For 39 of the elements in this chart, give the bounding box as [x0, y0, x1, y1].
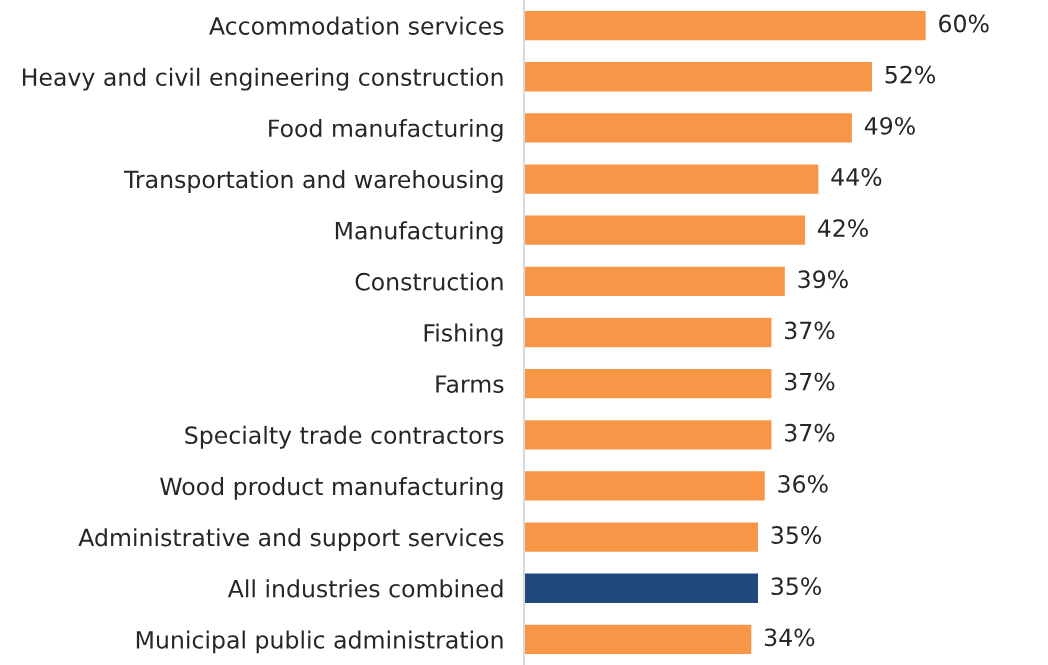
data-label: 42%	[817, 219, 868, 238]
y-tick-label: Specialty trade contractors	[185, 425, 504, 449]
bar	[524, 214, 807, 247]
y-tick-label: Heavy and civil engineering construction	[22, 67, 503, 91]
bar	[524, 572, 760, 605]
bar	[524, 60, 874, 93]
y-tick-label: Fishing	[424, 323, 503, 347]
bar	[524, 316, 773, 349]
y-tick-label: Farms	[436, 375, 504, 393]
bar	[524, 9, 928, 42]
data-label: 34%	[764, 628, 815, 647]
data-label: 35%	[771, 526, 821, 544]
data-label: 37%	[785, 372, 835, 391]
bar	[524, 111, 854, 144]
y-tick-label: Accommodation services	[209, 16, 504, 35]
bar	[524, 469, 767, 503]
bar	[524, 418, 773, 451]
data-label: 37%	[785, 423, 835, 442]
data-label: 39%	[798, 270, 848, 289]
y-tick-label: Municipal public administration	[136, 630, 503, 654]
bar	[524, 265, 787, 298]
bar	[524, 521, 760, 554]
y-tick-label: Construction	[355, 272, 503, 291]
bar	[524, 367, 773, 400]
y-tick-label: Transportation and warehousing	[123, 170, 503, 193]
data-label: 37%	[785, 321, 835, 340]
data-label: 49%	[864, 116, 915, 135]
y-tick-label: Manufacturing	[335, 221, 503, 245]
bar	[524, 623, 753, 656]
data-label: 36%	[778, 474, 828, 493]
y-tick-label: Wood product manufacturing	[160, 476, 503, 500]
bar	[524, 162, 820, 196]
data-label: 35%	[771, 577, 821, 596]
data-label: 44%	[831, 168, 882, 186]
data-label: 60%	[939, 14, 989, 33]
data-label: 52%	[885, 65, 935, 84]
y-tick-label: Food manufacturing	[269, 118, 503, 142]
y-tick-label: Administrative and support services	[78, 528, 504, 551]
y-tick-label: All industries combined	[227, 579, 503, 598]
